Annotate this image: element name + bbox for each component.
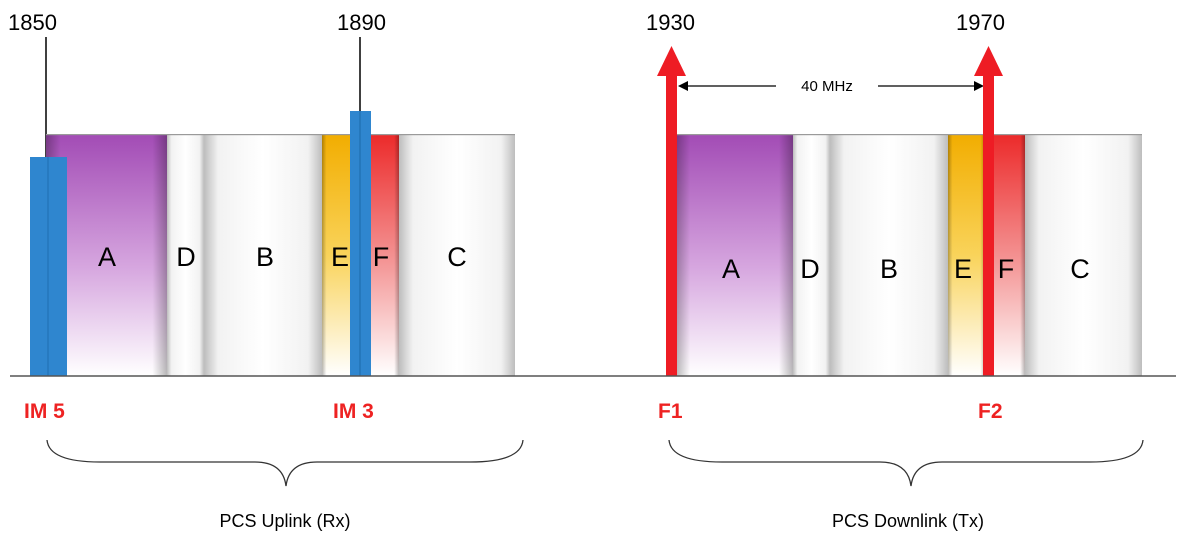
downlink-section: 1930 1970 A D B E F C 40 MHz F1 F2 PCS D [646, 10, 1144, 531]
uplink-freq-1890: 1890 [337, 10, 386, 35]
uplink-band-a-label: A [98, 242, 116, 272]
downlink-brace [668, 439, 1144, 487]
f2-carrier-arrow-shaft [983, 74, 994, 376]
f1-carrier-arrow-shaft [666, 74, 677, 376]
uplink-band-e-label: E [331, 242, 349, 272]
uplink-band-f-label: F [373, 242, 390, 272]
f2-arrowhead-icon [974, 46, 1003, 76]
im5-label: IM 5 [24, 400, 65, 423]
f2-label: F2 [978, 400, 1003, 423]
uplink-freq-1850: 1850 [8, 10, 57, 35]
spacing-arrowhead-right-icon [974, 81, 984, 91]
downlink-band-b [830, 134, 948, 376]
uplink-band-d-label: D [176, 242, 196, 272]
im3-label: IM 3 [333, 400, 374, 423]
downlink-band-a-label: A [722, 254, 740, 284]
uplink-band-d [167, 134, 204, 376]
uplink-band-c-label: C [447, 242, 467, 272]
spacing-label: 40 MHz [801, 78, 853, 95]
f1-arrowhead-icon [657, 46, 686, 76]
downlink-caption: PCS Downlink (Tx) [832, 511, 984, 531]
spacing-arrowhead-left-icon [678, 81, 688, 91]
downlink-band-d [793, 134, 830, 376]
uplink-band-c [399, 134, 515, 376]
uplink-brace [46, 439, 524, 487]
uplink-section: 1850 1890 A D B E F C IM 5 IM 3 PCS Upli… [8, 10, 524, 531]
downlink-band-e-label: E [954, 254, 972, 284]
uplink-caption: PCS Uplink (Rx) [219, 511, 350, 531]
downlink-freq-1970: 1970 [956, 10, 1005, 35]
downlink-band-f-label: F [998, 254, 1015, 284]
uplink-band-b-label: B [256, 242, 274, 272]
f1-label: F1 [658, 400, 683, 423]
downlink-band-c [1025, 134, 1142, 376]
downlink-freq-1930: 1930 [646, 10, 695, 35]
downlink-band-c-label: C [1070, 254, 1090, 284]
downlink-band-d-label: D [800, 254, 820, 284]
uplink-band-b [204, 134, 322, 376]
downlink-band-b-label: B [880, 254, 898, 284]
